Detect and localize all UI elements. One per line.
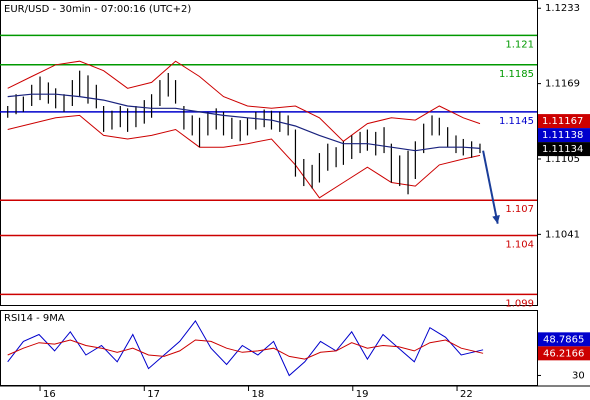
forecast-arrow — [482, 150, 499, 224]
x-tick-label: 17 — [147, 389, 160, 400]
level-label: 1.107 — [505, 204, 534, 215]
price-box — [538, 142, 590, 157]
level-label: 1.104 — [505, 240, 534, 251]
level-label: 1.121 — [505, 39, 534, 50]
y-tick-label: 1.1041 — [545, 229, 580, 240]
x-tick-label: 16 — [43, 389, 56, 400]
y-tick-label: 1.1169 — [545, 79, 580, 90]
y-tick-label: 1.1233 — [545, 3, 580, 14]
price-box-label: 1.11134 — [542, 144, 583, 155]
rsi-line — [7, 319, 484, 377]
y-tick-label: 1.1105 — [545, 154, 580, 165]
price-box-label: 1.11167 — [542, 116, 583, 127]
price-box-label: 1.11138 — [542, 130, 583, 141]
price-box-label: 46.2166 — [543, 348, 584, 359]
level-label: 1.1145 — [499, 116, 534, 127]
title-background — [1, 311, 67, 324]
forecast-arrowhead — [492, 215, 500, 224]
x-tick-label: 19 — [356, 389, 369, 400]
bollinger-upper — [7, 60, 481, 142]
main-panel-frame — [0, 0, 538, 306]
level-label: 1.1185 — [499, 69, 534, 80]
price-box — [538, 114, 590, 129]
x-tick-label: 22 — [460, 389, 473, 400]
x-tick-label: 18 — [252, 389, 265, 400]
price-box — [538, 346, 590, 361]
bollinger-lower — [7, 114, 481, 199]
level-label: 1.099 — [505, 298, 534, 309]
price-box — [538, 128, 590, 143]
price-box — [538, 332, 590, 347]
title-background — [1, 1, 191, 15]
rsi-line — [7, 339, 484, 360]
price-box-label: 48.7865 — [543, 334, 584, 345]
moving-average — [7, 93, 481, 152]
y-tick-label: 30 — [572, 370, 585, 381]
chart-title: EUR/USD - 30min - 07:00:16 (UTC+2) — [4, 4, 191, 15]
chart-title: RSI14 - 9MA — [4, 313, 65, 324]
